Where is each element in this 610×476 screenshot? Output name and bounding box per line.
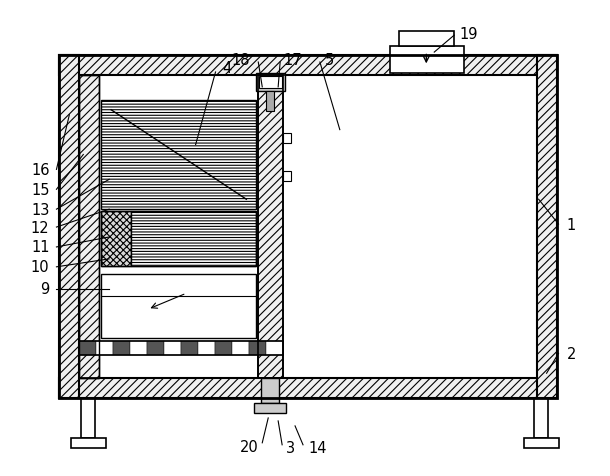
Bar <box>131 212 256 266</box>
Text: 12: 12 <box>31 220 49 235</box>
Text: 1: 1 <box>567 217 576 232</box>
Text: 13: 13 <box>31 202 49 217</box>
Bar <box>198 342 215 356</box>
Bar <box>71 438 106 448</box>
Text: 17: 17 <box>283 52 302 68</box>
Bar <box>81 398 95 438</box>
Text: 9: 9 <box>40 282 49 297</box>
Text: 15: 15 <box>31 182 49 198</box>
Bar <box>232 342 249 356</box>
Text: 11: 11 <box>31 240 49 255</box>
Bar <box>59 378 556 398</box>
Text: 16: 16 <box>31 163 49 178</box>
Bar <box>101 212 131 266</box>
Bar <box>266 342 283 356</box>
Bar <box>101 212 256 266</box>
Bar <box>400 32 454 47</box>
Bar <box>79 76 537 378</box>
Text: 19: 19 <box>459 27 478 41</box>
Bar <box>79 76 537 378</box>
Bar <box>283 133 291 143</box>
Bar <box>258 76 283 378</box>
Bar <box>101 100 256 210</box>
Bar <box>79 342 283 356</box>
Bar <box>534 398 548 438</box>
Text: 3: 3 <box>286 440 295 456</box>
Text: 18: 18 <box>232 52 250 68</box>
Bar <box>249 342 266 356</box>
Bar <box>261 378 279 403</box>
Bar <box>59 56 556 76</box>
Bar <box>79 76 99 378</box>
Text: 4: 4 <box>223 61 232 76</box>
Bar <box>256 74 285 92</box>
Bar <box>113 342 131 356</box>
Text: 5: 5 <box>325 52 334 68</box>
Bar <box>524 438 559 448</box>
Text: 14: 14 <box>308 440 326 456</box>
Bar <box>59 56 79 398</box>
Bar <box>181 342 198 356</box>
Bar <box>266 92 274 111</box>
Bar <box>215 342 232 356</box>
Bar <box>254 403 286 413</box>
Text: 20: 20 <box>240 439 258 454</box>
Bar <box>79 76 99 378</box>
Bar <box>79 342 96 356</box>
Bar <box>164 342 181 356</box>
Bar <box>147 342 164 356</box>
Bar <box>258 76 283 378</box>
Bar <box>390 47 464 74</box>
Bar <box>59 56 556 398</box>
Bar <box>96 342 113 356</box>
Bar <box>131 342 147 356</box>
Bar <box>101 274 256 339</box>
Bar <box>537 56 556 398</box>
Bar <box>283 171 291 181</box>
Text: 10: 10 <box>31 260 49 275</box>
Bar <box>259 77 282 89</box>
Text: 2: 2 <box>567 346 576 361</box>
